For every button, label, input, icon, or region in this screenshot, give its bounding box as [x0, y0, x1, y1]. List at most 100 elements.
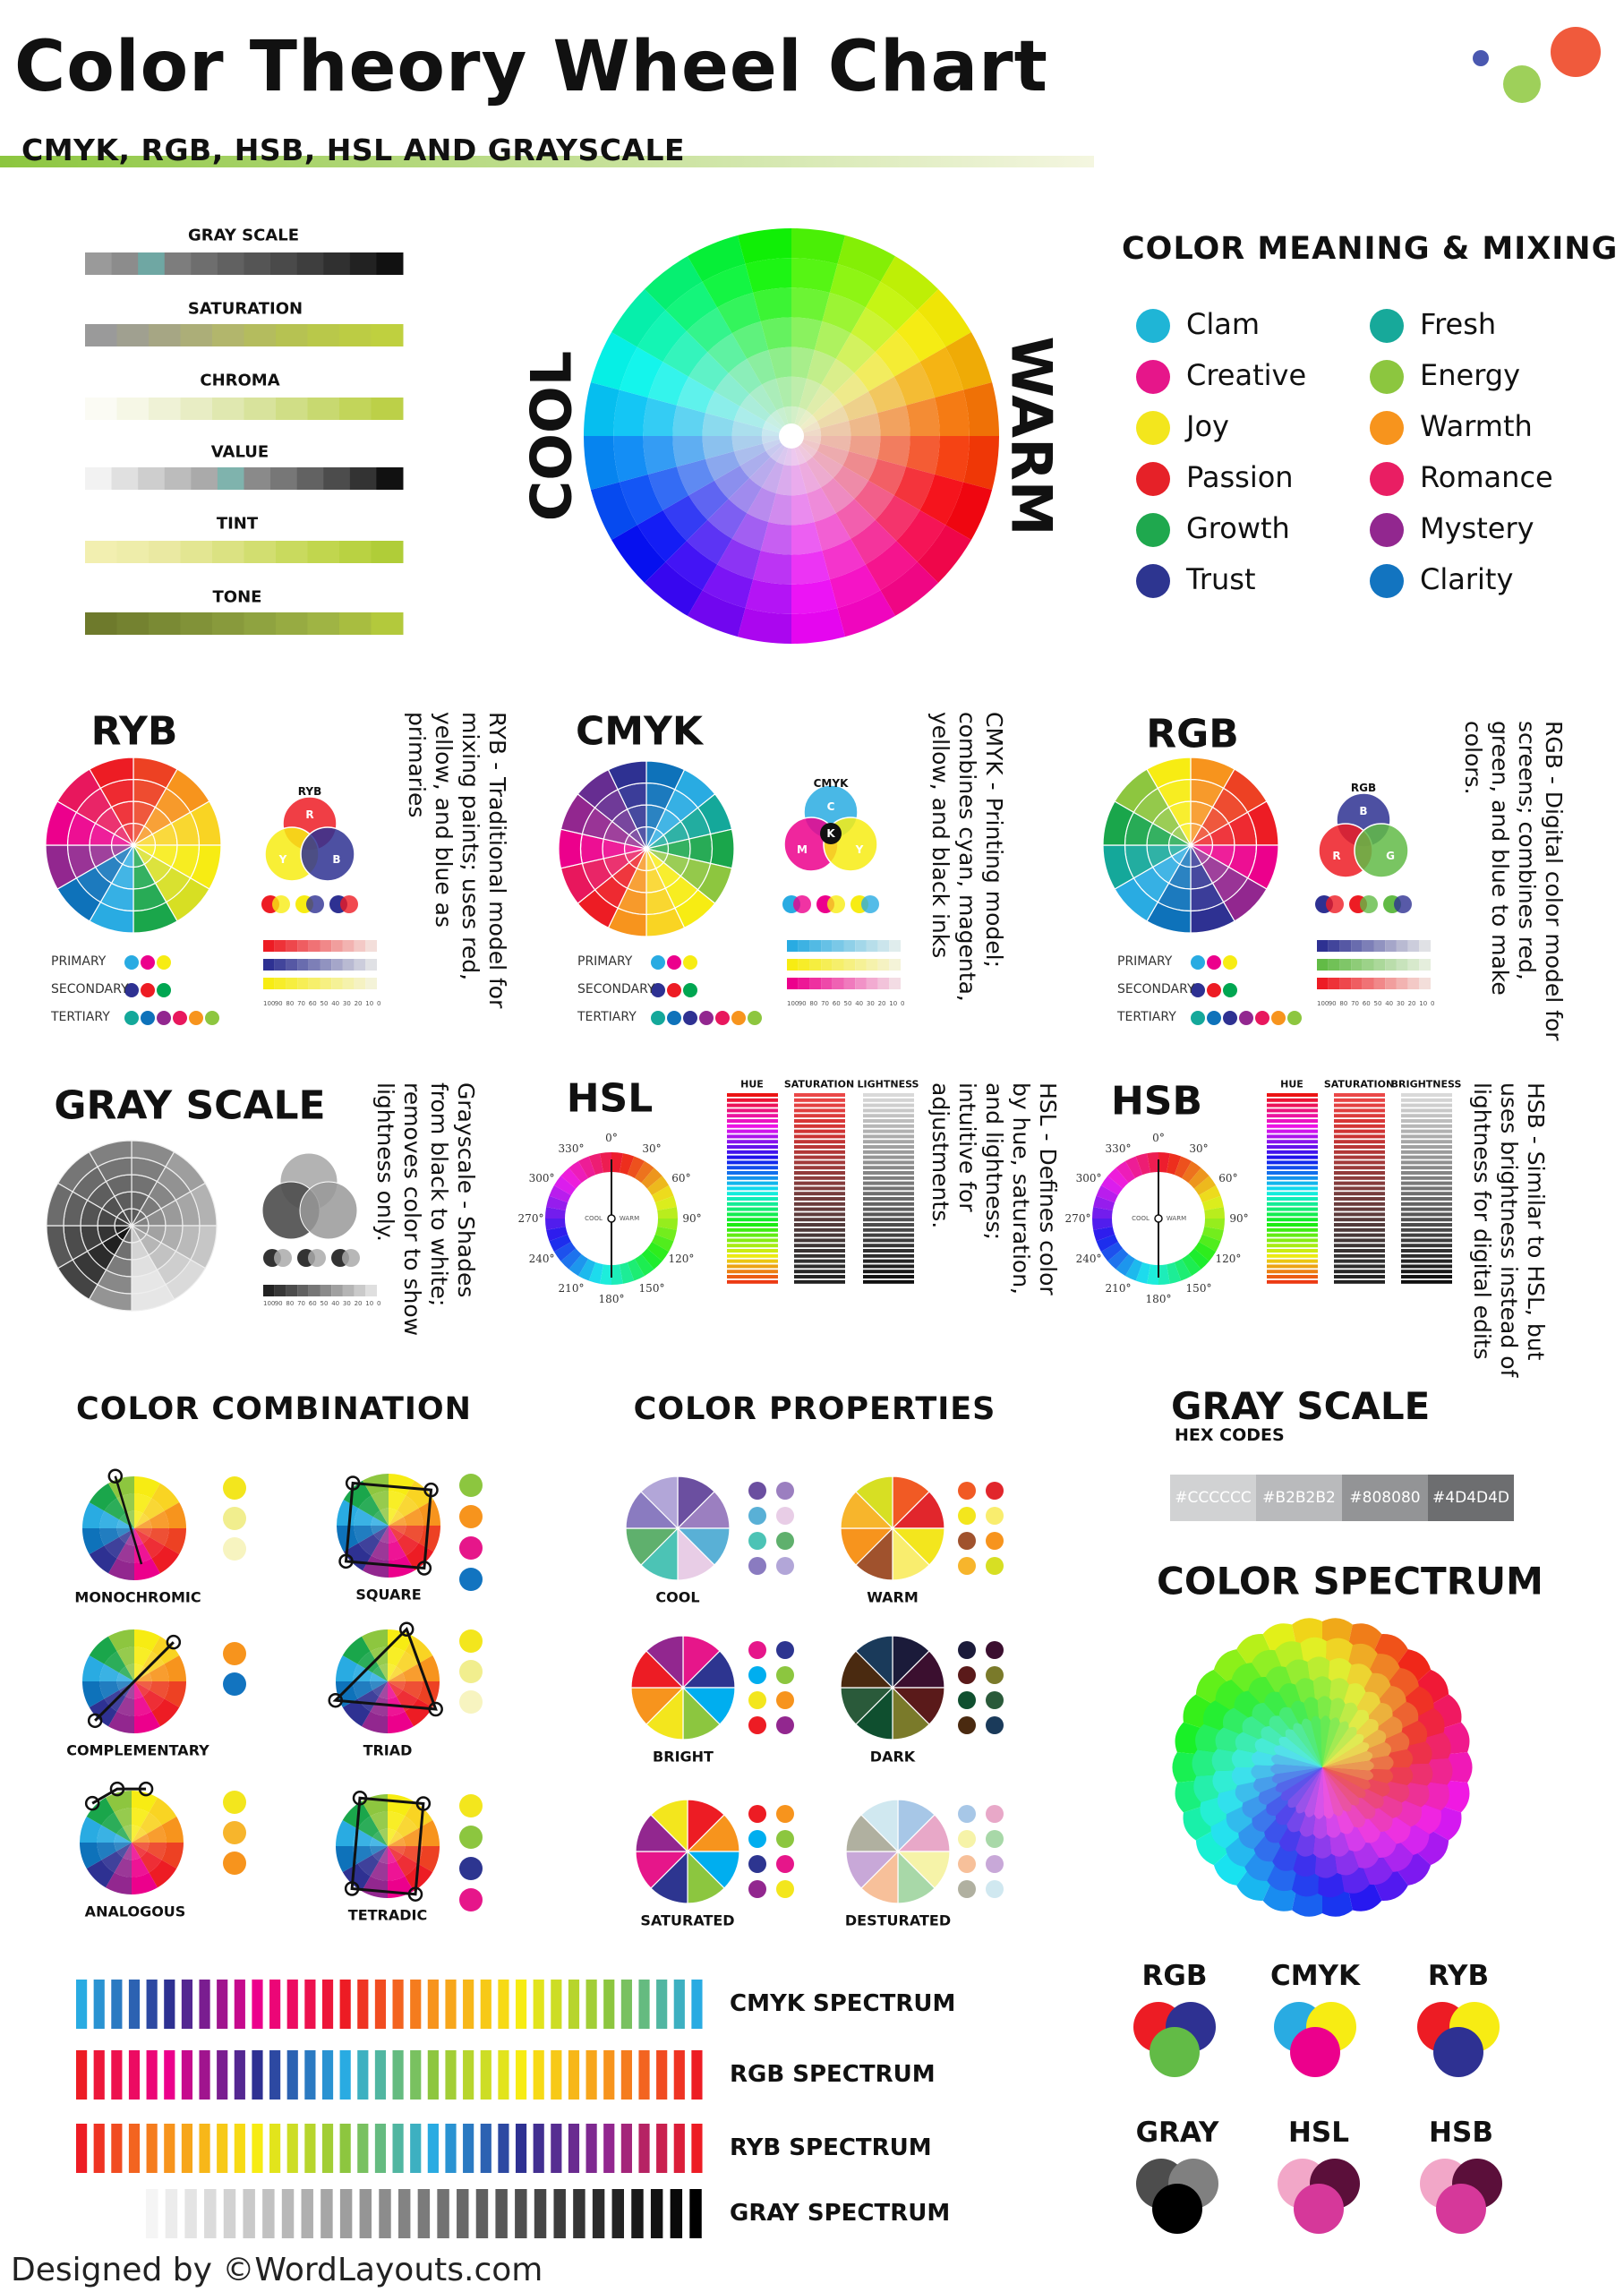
lightness-strip-line [863, 1145, 914, 1149]
tint-tick: 0 [901, 1000, 905, 1007]
hsb-ring-segment [1135, 1261, 1150, 1284]
spectrum-petal [1322, 1750, 1373, 1767]
hsb-ring-segment [1147, 1152, 1158, 1173]
combo-wheel-3-segment [388, 1672, 406, 1681]
tint-swatch [1351, 978, 1363, 989]
property-swatch [748, 1880, 766, 1898]
lightness-strip-line [863, 1140, 914, 1144]
spectrum-petal [1285, 1729, 1322, 1767]
level-color-dot [667, 983, 681, 997]
combo-wheel-5-segment [402, 1828, 423, 1846]
property-swatch [986, 1482, 1004, 1500]
spectrum-bar [631, 2189, 644, 2238]
cool-label: COOL [518, 350, 585, 522]
combo-wheel-1-segment [371, 1491, 389, 1511]
hero-wheel-segment [731, 321, 769, 359]
combo-wheel-2-segment [104, 1651, 126, 1673]
lightness-strip-line [863, 1249, 914, 1253]
venn-letter: B [1359, 805, 1368, 817]
spectrum-bar [603, 1980, 615, 2029]
property-swatch [776, 1830, 794, 1848]
level-label-tertiary: TERTIARY [51, 1010, 110, 1024]
combo-wheel-1-segment [354, 1526, 374, 1544]
property-swatch [776, 1805, 794, 1823]
hue-strip-line [727, 1253, 778, 1258]
combo-wheel-0-segment [134, 1528, 150, 1544]
scale-swatch [149, 541, 181, 563]
hero-wheel-segment [791, 608, 846, 644]
spectrum-petal [1280, 1767, 1322, 1801]
spectrum-bar [181, 2050, 193, 2100]
hero-wheel-segment [590, 332, 637, 390]
scale-swatch [270, 252, 298, 275]
level-color-dot [683, 983, 697, 997]
scale-swatch [116, 324, 150, 346]
hue-strip-line [727, 1227, 778, 1232]
hue-strip-line [727, 1249, 778, 1253]
hue-strip-line [1267, 1134, 1318, 1139]
hsb-degree-label: 90° [1229, 1212, 1249, 1225]
hue-strip-line [1267, 1192, 1318, 1196]
hsl-ring-segment [641, 1167, 662, 1189]
hero-wheel-segment [822, 538, 866, 580]
mini-mix-circle [306, 895, 324, 913]
spectrum-bar [281, 2189, 295, 2238]
hsb-degree-label: 240° [1075, 1253, 1102, 1265]
property-wheel-2-segment [645, 1635, 684, 1689]
property-wheel-4 [635, 1799, 740, 1904]
hue-strip-line [727, 1166, 778, 1170]
spectrum-bar [374, 2124, 387, 2173]
hero-wheel-segment [837, 235, 895, 282]
hue-strip-line [727, 1244, 778, 1248]
level-label-tertiary: TERTIARY [577, 1010, 637, 1024]
scale-swatch [371, 324, 404, 346]
combo-overlay-shape [332, 1627, 438, 1711]
spectrum-bar [217, 2124, 228, 2173]
venn-letter: Y [278, 853, 287, 866]
saturation-strip-line [794, 1160, 845, 1165]
hero-wheel-segment [880, 256, 939, 311]
hue-strip-line [1267, 1249, 1318, 1253]
hero-wheel-segment [814, 321, 851, 359]
gray-tint-swatch [365, 1285, 377, 1296]
lightness-strip-line [1401, 1279, 1452, 1284]
spectrum-bar [286, 2124, 298, 2173]
hsl-ring-segment [553, 1176, 577, 1195]
combo-wheel-4-segment [161, 1843, 184, 1869]
venn-letter: R [305, 808, 314, 821]
hue-strip-line [1267, 1186, 1318, 1191]
gray-tint-swatch [297, 1285, 309, 1296]
combo-wheel-3-segment [370, 1672, 388, 1681]
lightness-strip-line [863, 1124, 914, 1128]
property-swatch [958, 1482, 976, 1500]
property-swatch [776, 1855, 794, 1873]
hero-wheel-segment [749, 384, 777, 415]
level-color-dot [124, 983, 139, 997]
hero-wheel-segment [702, 263, 754, 308]
venn-letter: R [1332, 850, 1341, 862]
tint-tick: 60 [832, 1000, 841, 1007]
lightness-strip-line [863, 1098, 914, 1102]
spectrum-bar [427, 1980, 439, 2029]
hero-wheel-segment [816, 406, 850, 429]
saturation-strip-line [1334, 1114, 1385, 1118]
spectrum-bar [568, 2124, 580, 2173]
scale-swatch [371, 541, 404, 563]
level-color-dot [651, 983, 665, 997]
property-swatch [958, 1666, 976, 1684]
spectrum-bar [410, 1980, 422, 2029]
combo-wheel-4-segment [123, 1825, 132, 1843]
scale-label-value: VALUE [210, 442, 269, 462]
combo-wheel-4-segment [80, 1843, 102, 1869]
spectrum-bar [321, 2050, 334, 2100]
spectrum-bar [165, 2189, 178, 2238]
scale-swatch [307, 324, 340, 346]
hero-wheel-segment [665, 281, 718, 331]
combo-wheel-0-segment [151, 1483, 180, 1511]
property-swatch [958, 1557, 976, 1575]
combo-wheel-0-segment [164, 1502, 186, 1528]
spectrum-bar [568, 1980, 580, 2029]
hsl-ring-segment [654, 1227, 677, 1242]
combo-wheel-5-segment [353, 1846, 373, 1864]
combo-wheel-1-segment [389, 1474, 415, 1496]
